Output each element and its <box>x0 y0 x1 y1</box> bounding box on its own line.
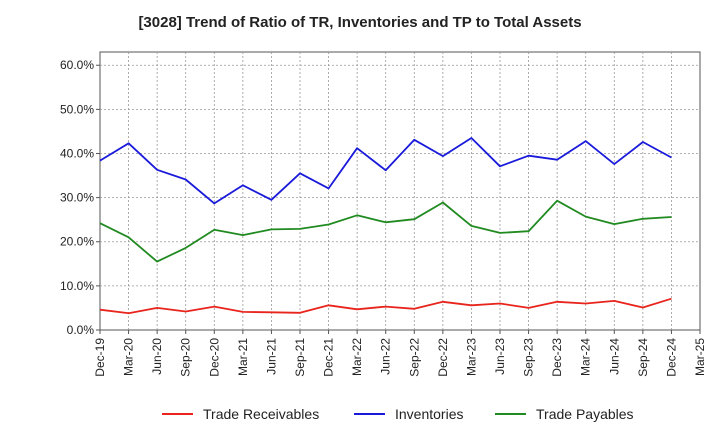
series-line-inventories <box>99 137 672 205</box>
x-tick-label: Sep-21 <box>293 338 307 377</box>
series-line-trade-receivables <box>99 297 672 315</box>
x-tick-label: Mar-24 <box>579 338 593 376</box>
x-tick-label: Jun-24 <box>607 338 621 375</box>
plot-area <box>99 51 701 331</box>
x-tick-label: Mar-22 <box>350 338 364 376</box>
y-tick-label: 60.0% <box>60 58 94 72</box>
x-tick-label: Sep-20 <box>179 338 193 377</box>
x-tick-label: Mar-20 <box>122 338 136 376</box>
legend-label-inventories: Inventories <box>395 406 463 422</box>
y-tick-label: 30.0% <box>60 191 94 205</box>
y-tick-label: 0.0% <box>67 323 95 337</box>
x-tick-label: Mar-25 <box>693 338 707 376</box>
series-line-trade-payables <box>99 199 672 263</box>
x-tick-label: Jun-21 <box>264 338 278 375</box>
x-tick-label: Sep-23 <box>522 338 536 377</box>
y-tick-label: 20.0% <box>60 235 94 249</box>
x-tick-label: Jun-22 <box>379 338 393 375</box>
legend-label-trade-receivables: Trade Receivables <box>203 406 319 422</box>
y-tick-label: 10.0% <box>60 279 94 293</box>
x-tick-label: Dec-24 <box>664 338 678 377</box>
chart-title: [3028] Trend of Ratio of TR, Inventories… <box>138 14 582 31</box>
y-tick-label: 40.0% <box>60 146 94 160</box>
x-tick-label: Sep-22 <box>407 338 421 377</box>
x-tick-label: Dec-21 <box>322 338 336 377</box>
x-tick-label: Mar-23 <box>464 338 478 376</box>
y-tick-label: 50.0% <box>60 102 94 116</box>
legend-label-trade-payables: Trade Payables <box>536 406 634 422</box>
x-tick-label: Jun-20 <box>150 338 164 375</box>
x-tick-label: Dec-23 <box>550 338 564 377</box>
x-tick-label: Dec-22 <box>436 338 450 377</box>
x-tick-label: Dec-19 <box>93 338 107 377</box>
x-tick-label: Jun-23 <box>493 338 507 375</box>
x-tick-label: Mar-21 <box>236 338 250 376</box>
x-tick-label: Dec-20 <box>207 338 221 377</box>
x-tick-label: Sep-24 <box>636 338 650 377</box>
